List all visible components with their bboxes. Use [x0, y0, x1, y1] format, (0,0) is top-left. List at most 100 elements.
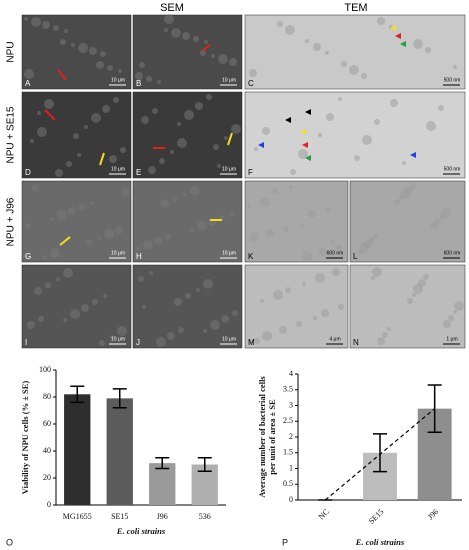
texture	[157, 80, 161, 84]
texture	[232, 310, 238, 316]
texture	[190, 228, 194, 232]
texture	[249, 232, 259, 242]
texture	[97, 236, 101, 240]
texture	[177, 138, 187, 148]
scale-label: 10 μm	[111, 166, 125, 172]
x-tick-label: J96	[426, 507, 440, 521]
panel-letter: L	[353, 252, 358, 261]
texture	[453, 310, 457, 314]
texture	[426, 121, 436, 131]
texture	[262, 331, 272, 341]
texture	[197, 221, 207, 231]
y-tick-label: 2	[289, 432, 293, 441]
error-bar	[197, 457, 212, 472]
texture	[354, 155, 360, 161]
texture	[79, 204, 85, 210]
texture	[390, 99, 398, 107]
texture	[24, 69, 34, 79]
texture	[260, 197, 270, 207]
panel-letter: K	[248, 252, 254, 261]
texture	[338, 97, 342, 101]
texture	[120, 147, 126, 153]
texture	[122, 188, 130, 196]
texture	[78, 43, 88, 53]
texture	[230, 212, 234, 216]
panel-letter: J	[136, 338, 140, 347]
texture	[64, 29, 68, 33]
scale-label: 600 nm	[444, 250, 461, 256]
texture	[77, 153, 81, 157]
texture	[110, 335, 114, 339]
y-axis-label: Average number of bacterial cells	[257, 376, 267, 498]
texture	[56, 277, 60, 281]
texture	[165, 234, 171, 240]
texture	[204, 40, 208, 44]
texture	[31, 17, 41, 27]
y-tick-label: 0	[289, 495, 293, 504]
texture	[374, 234, 378, 238]
row-label: NPU + J96	[6, 197, 17, 246]
texture	[407, 298, 413, 304]
micrograph	[244, 264, 349, 349]
texture	[423, 274, 429, 280]
texture	[86, 239, 92, 245]
arrow	[59, 236, 71, 246]
texture	[290, 169, 296, 175]
texture	[332, 268, 340, 276]
texture	[66, 161, 72, 167]
bar	[64, 394, 91, 505]
scale-label: 10 μm	[222, 166, 236, 172]
texture	[305, 39, 309, 43]
texture	[149, 271, 153, 275]
y-tick-label: 3	[289, 400, 293, 409]
texture	[425, 47, 431, 53]
texture	[203, 329, 207, 333]
texture	[315, 273, 325, 283]
texture	[142, 305, 146, 309]
texture	[113, 97, 119, 103]
x-tick-label: SE15	[111, 512, 128, 521]
texture	[103, 294, 107, 298]
x-tick-label: 536	[199, 512, 211, 521]
texture	[374, 119, 380, 125]
texture	[438, 105, 444, 111]
arrowhead	[305, 155, 311, 161]
texture	[313, 316, 317, 320]
texture	[71, 43, 75, 47]
texture	[277, 21, 283, 27]
texture	[249, 340, 253, 344]
micrograph	[21, 264, 132, 349]
scale-label: 10 μm	[222, 336, 236, 342]
texture	[60, 39, 66, 45]
texture	[138, 276, 144, 282]
texture	[117, 326, 127, 336]
texture	[34, 287, 42, 295]
y-tick-label: 80	[43, 392, 51, 401]
texture	[50, 248, 60, 258]
texture	[174, 298, 182, 306]
texture	[182, 32, 190, 40]
texture	[206, 94, 212, 100]
texture	[382, 332, 388, 338]
y-tick-label: 0	[47, 500, 51, 509]
arrow	[99, 152, 105, 166]
texture	[331, 239, 335, 243]
texture	[273, 290, 283, 300]
texture	[161, 199, 169, 207]
texture	[177, 122, 181, 126]
texture	[254, 338, 260, 344]
y-tick-label: 100	[39, 365, 51, 374]
texture	[27, 321, 35, 329]
texture	[37, 111, 41, 115]
texture	[42, 21, 50, 29]
texture	[321, 309, 329, 317]
panel-letter: E	[136, 168, 141, 177]
error-bar	[427, 384, 442, 434]
scale-label: 10 μm	[111, 336, 125, 342]
texture	[63, 268, 73, 278]
texture	[96, 61, 104, 69]
texture	[146, 76, 152, 82]
micrograph	[244, 91, 466, 179]
texture	[377, 337, 385, 345]
panel-letter: P	[282, 537, 288, 547]
